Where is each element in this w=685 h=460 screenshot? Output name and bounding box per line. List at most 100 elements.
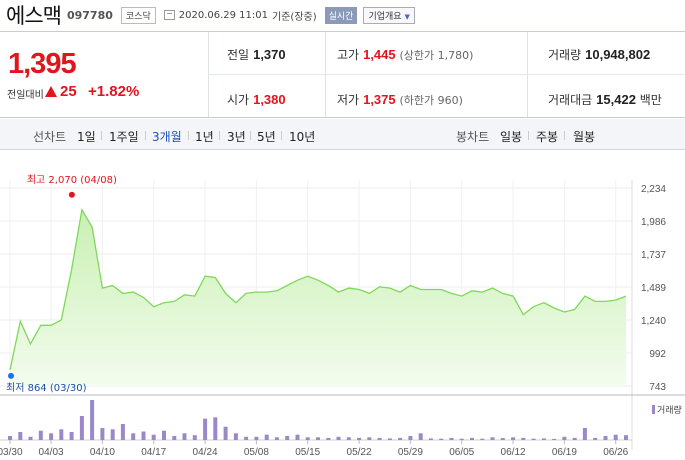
tab-candle-weekly[interactable]: 주봉 [536, 130, 559, 144]
compare-label: 전일대비 [7, 90, 44, 101]
price-panel: 1,395 전일대비 25 +1.82% 전일 1,370 고가 1,445 (상한… [0, 31, 685, 118]
tab-period-3y[interactable]: 3년 [227, 130, 246, 144]
volume-bar [572, 437, 577, 440]
price-area-layer [9, 207, 627, 386]
x-tick-label: 04/03 [39, 447, 64, 458]
x-tick-label: 06/12 [501, 447, 526, 458]
volume-value: 10,948,802 [585, 47, 651, 62]
trade-amount: 거래대금 15,422 백만 [548, 91, 662, 108]
volume-bar [387, 438, 392, 440]
high-price: 고가 1,445 (상한가 1,780) [337, 46, 473, 63]
realtime-button[interactable]: 실시간 [324, 6, 358, 24]
x-tick-label: 05/08 [244, 447, 269, 458]
low-value: 1,375 [363, 92, 396, 107]
volume-bar [264, 434, 269, 440]
company-overview-button[interactable]: 기업개요 ▼ [363, 6, 415, 24]
volume-bar [213, 417, 218, 440]
min-marker [8, 372, 14, 379]
amount-unit: 백만 [639, 93, 662, 107]
caret-down-icon: ▼ [404, 12, 410, 21]
volume-bar [79, 416, 84, 440]
volume-bar [254, 436, 259, 440]
y-tick-label: 1,489 [641, 283, 666, 294]
volume-bar [418, 433, 423, 440]
divider [208, 74, 685, 75]
volume-bar [377, 437, 382, 440]
tab-period-1d[interactable]: 1일 [77, 130, 96, 144]
y-tick-label: 743 [649, 382, 666, 393]
prev-close: 전일 1,370 [227, 46, 286, 63]
x-tick-label: 06/05 [449, 447, 474, 458]
volume-bar [233, 433, 238, 440]
volume-bar [449, 437, 454, 440]
candle-chart-label: 봉차트 [456, 130, 490, 144]
volume-bar [552, 438, 557, 440]
tab-period-10y[interactable]: 10년 [289, 130, 316, 144]
line-chart-label: 선차트 [33, 130, 67, 144]
up-triangle-icon [45, 86, 57, 97]
volume-bar [562, 436, 567, 440]
company-overview-label: 기업개요 [368, 11, 402, 22]
tab-separator [250, 131, 251, 140]
volume-bar [274, 437, 279, 440]
volume-bar [346, 437, 351, 440]
volume-bar [531, 438, 536, 440]
tab-period-1y[interactable]: 1년 [195, 130, 214, 144]
prev-close-label: 전일 [227, 48, 250, 62]
tab-separator [219, 131, 220, 140]
price-change: 25 [60, 83, 77, 100]
price-chart: 2,234 1,986 1,737 1,489 1,240 992 743 최고 2,070… [0, 174, 685, 458]
upper-limit: (상한가 1,780) [399, 49, 474, 62]
volume-bar [367, 437, 372, 440]
volume-bar [541, 438, 546, 440]
y-axis: 2,234 1,986 1,737 1,489 1,240 992 743 [641, 184, 666, 393]
volume-bar [470, 437, 474, 440]
volume-bar [316, 437, 320, 440]
stock-code: 097780 [66, 8, 113, 22]
amount-value: 15,422 [596, 92, 636, 107]
volume-bar [49, 433, 54, 440]
volume-bar [182, 433, 187, 440]
price-line [9, 207, 627, 371]
y-tick-label: 1,986 [641, 217, 666, 228]
volume-bar [326, 437, 331, 440]
volume-bar [90, 400, 95, 440]
volume-bar [582, 428, 587, 440]
y-tick-label: 1,240 [641, 316, 666, 327]
price-change-pct: +1.82% [88, 83, 140, 100]
x-tick-label: 04/17 [141, 447, 166, 458]
x-tick-label: 03/30 [0, 447, 23, 458]
volume-bar [480, 438, 485, 440]
volume-bar [151, 434, 156, 440]
low-label: 저가 [337, 93, 360, 107]
x-tick-label: 05/29 [398, 447, 423, 458]
clock-icon [163, 10, 175, 20]
high-label: 고가 [337, 48, 360, 62]
tab-candle-monthly[interactable]: 월봉 [573, 130, 596, 144]
volume-bar [100, 428, 105, 440]
volume-bar [305, 437, 310, 440]
volume-bar [428, 438, 433, 440]
stock-name: 에스맥 [6, 4, 62, 28]
x-tick-label: 05/15 [295, 447, 320, 458]
x-tick-label: 06/26 [603, 447, 628, 458]
tab-period-1w[interactable]: 1주일 [109, 130, 139, 144]
volume-bar [172, 436, 177, 440]
tab-period-3m[interactable]: 3개월 [152, 130, 182, 144]
datetime: 2020.06.29 11:01 [178, 9, 269, 21]
volume-bar [162, 430, 166, 440]
tab-separator [281, 131, 282, 140]
volume-bar [223, 426, 228, 440]
amount-label: 거래대금 [548, 93, 593, 107]
x-tick-label: 05/22 [347, 447, 372, 458]
volume-bar [357, 437, 362, 440]
tab-period-5y[interactable]: 5년 [257, 130, 276, 144]
y-tick-label: 1,737 [641, 250, 666, 261]
max-label: 최고 2,070 (04/08) [27, 174, 117, 186]
prev-close-value: 1,370 [253, 47, 286, 62]
low-price: 저가 1,375 (하한가 960) [337, 91, 463, 108]
volume-bar [459, 438, 464, 440]
tab-separator [528, 131, 529, 140]
tab-candle-daily[interactable]: 일봉 [500, 130, 523, 144]
volume-bar [131, 433, 136, 440]
